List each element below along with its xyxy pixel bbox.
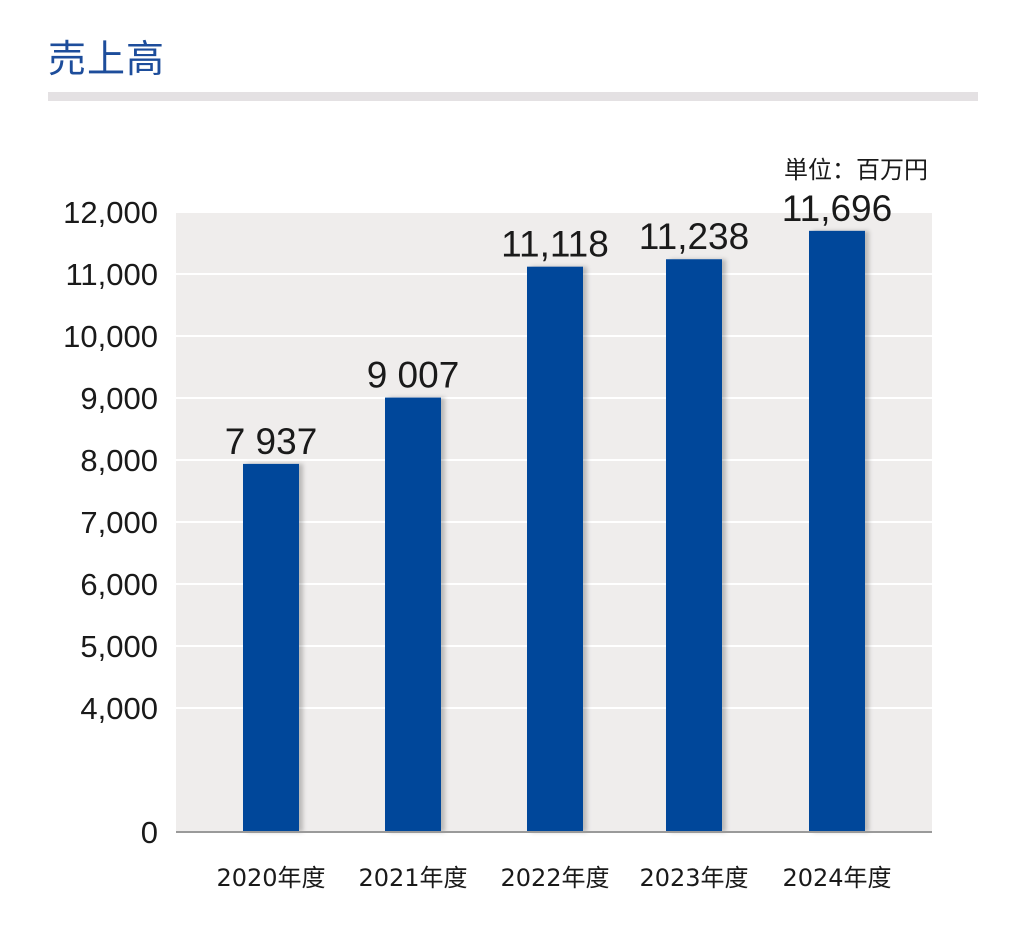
bar — [385, 397, 441, 832]
value-label: 7 937 — [225, 421, 318, 462]
x-category-label: 2024年度 — [782, 864, 891, 892]
x-axis-categories: 2020年度 2021年度 2022年度 2023年度 2024年度 — [216, 864, 891, 892]
y-axis-ticks: 0 4,000 5,000 6,000 7,000 8,000 9,000 10,000 11,… — [63, 195, 158, 850]
bar — [809, 230, 865, 832]
y-tick-label: 0 — [141, 815, 158, 850]
y-tick-label: 10,000 — [63, 319, 158, 354]
x-category-label: 2023年度 — [639, 864, 748, 892]
page-title: 売上高 — [48, 37, 166, 81]
value-labels: 7 937 9 007 11,118 11,238 11,696 — [225, 188, 893, 462]
title-divider — [48, 92, 978, 101]
y-tick-label: 11,000 — [65, 257, 158, 292]
value-label: 11,696 — [782, 188, 892, 229]
value-label: 9 007 — [367, 355, 460, 396]
x-category-label: 2020年度 — [216, 864, 325, 892]
x-category-label: 2022年度 — [500, 864, 609, 892]
bars — [243, 230, 865, 833]
x-category-label: 2021年度 — [358, 864, 467, 892]
y-tick-label: 9,000 — [80, 381, 158, 416]
unit-label: 単位：百万円 — [784, 156, 928, 184]
y-tick-label: 8,000 — [80, 443, 158, 478]
y-tick-label: 6,000 — [80, 567, 158, 602]
y-tick-label: 7,000 — [80, 505, 158, 540]
y-tick-label: 4,000 — [80, 691, 158, 726]
value-label: 11,118 — [501, 224, 609, 265]
bar — [666, 259, 722, 832]
y-tick-label: 5,000 — [80, 629, 158, 664]
value-label: 11,238 — [639, 216, 749, 257]
bar — [527, 266, 583, 833]
y-tick-label: 12,000 — [63, 195, 158, 230]
bar — [243, 463, 299, 832]
